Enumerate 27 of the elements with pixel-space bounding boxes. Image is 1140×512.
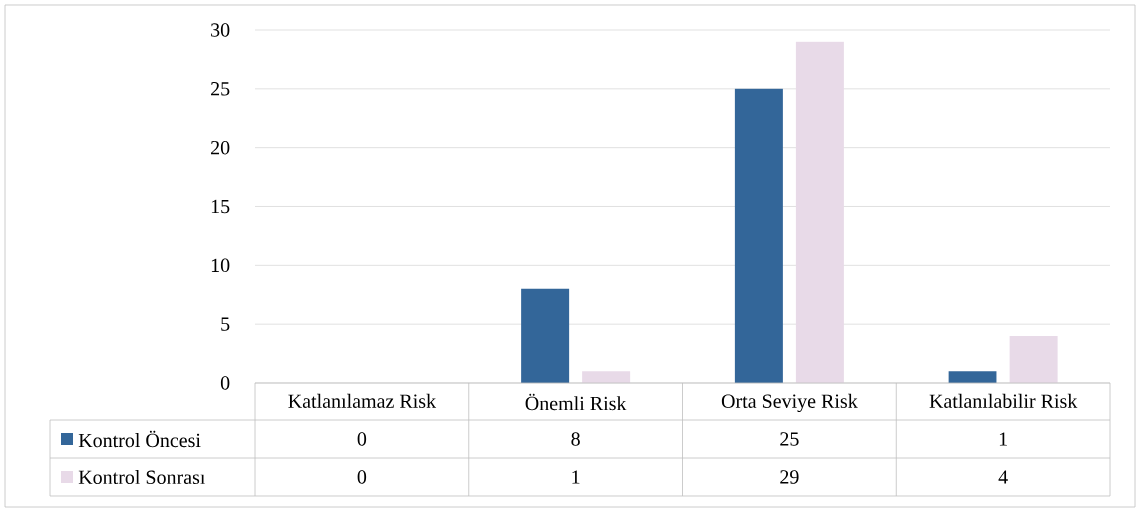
data-label: 0 xyxy=(357,432,367,446)
data-label: 4 xyxy=(998,470,1008,484)
bar xyxy=(521,288,570,383)
bar xyxy=(1009,335,1058,383)
bar xyxy=(795,41,844,383)
bar xyxy=(734,88,783,383)
bar xyxy=(582,371,631,383)
y-tick-label: 5 xyxy=(221,317,230,331)
y-tick-label: 15 xyxy=(211,199,230,214)
data-label: 29 xyxy=(780,470,799,484)
legend-label: Kontrol Öncesi xyxy=(78,430,201,448)
x-tick-label: Orta Seviye Risk xyxy=(721,393,858,413)
data-label: 25 xyxy=(780,432,799,446)
bar xyxy=(948,371,997,383)
y-tick-label: 25 xyxy=(211,82,230,96)
x-tick-label: Katlanılamaz Risk xyxy=(288,393,437,408)
y-tick-label: 10 xyxy=(211,258,230,273)
y-tick-label: 20 xyxy=(211,140,230,155)
y-tick-label: 0 xyxy=(220,376,230,390)
y-tick-label: 30 xyxy=(211,23,230,37)
data-label: 1 xyxy=(999,432,1007,446)
data-label: 8 xyxy=(571,432,580,446)
data-label: 0 xyxy=(357,470,367,484)
x-tick-label: Katlanılabilir Risk xyxy=(929,393,1078,408)
x-tick-label: Önemli Risk xyxy=(525,393,627,411)
data-label: 1 xyxy=(572,470,580,484)
legend-label: Kontrol Sonrası xyxy=(78,469,206,485)
